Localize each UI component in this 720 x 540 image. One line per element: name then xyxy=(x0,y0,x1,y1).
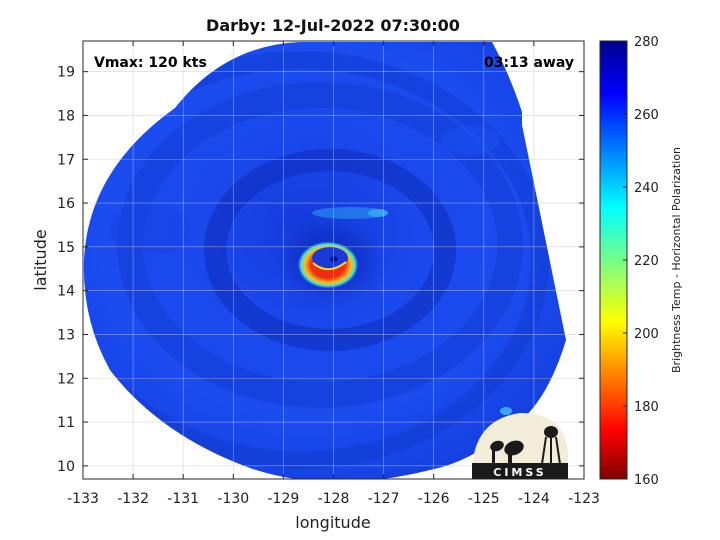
x-tick-label: -131 xyxy=(167,491,199,507)
x-tick-label: -128 xyxy=(318,491,350,507)
x-tick-label: -127 xyxy=(368,491,400,507)
y-axis-label: latitude xyxy=(31,229,50,290)
y-tick-label: 11 xyxy=(57,415,75,431)
colorbar-tick-label: 240 xyxy=(634,181,659,196)
y-tick-label: 15 xyxy=(57,240,75,256)
x-tick-label: -125 xyxy=(468,491,500,507)
satellite-dish-icon xyxy=(504,440,524,456)
x-tick-label: -123 xyxy=(568,491,600,507)
y-tick-label: 12 xyxy=(57,371,75,387)
x-tick-label: -130 xyxy=(217,491,249,507)
x-tick-label: -132 xyxy=(117,491,149,507)
y-tick-label: 10 xyxy=(57,459,75,475)
x-axis-label: longitude xyxy=(295,513,370,532)
colorbar-tick-label: 160 xyxy=(634,473,659,488)
colorbar-tick-label: 180 xyxy=(634,400,659,415)
y-axis: 10 11 12 13 14 15 16 17 18 19 xyxy=(57,65,584,475)
y-tick-label: 17 xyxy=(57,152,75,168)
colorbar: 160 180 200 220 240 260 280 Brightness Temp - … xyxy=(599,35,683,488)
grid-lines xyxy=(82,41,585,479)
x-tick-label: -133 xyxy=(67,491,99,507)
x-tick-label: -129 xyxy=(268,491,300,507)
vmax-annotation: Vmax: 120 kts xyxy=(94,55,207,71)
colorbar-tick-label: 220 xyxy=(634,254,659,269)
chart-title: Darby: 12-Jul-2022 07:30:00 xyxy=(206,16,460,35)
x-tick-label: -124 xyxy=(518,491,550,507)
cimss-logo: CIMSS xyxy=(471,413,568,479)
colorbar-tick-label: 200 xyxy=(634,327,659,342)
y-tick-label: 14 xyxy=(57,284,75,300)
colorbar-tick-label: 260 xyxy=(634,108,659,123)
colorbar-label: Brightness Temp - Horizontal Polarizatio… xyxy=(670,147,683,373)
x-tick-label: -126 xyxy=(418,491,450,507)
y-tick-label: 19 xyxy=(57,65,75,81)
eyewall xyxy=(297,241,359,289)
colorbar-tick-label: 280 xyxy=(634,35,659,50)
y-tick-label: 16 xyxy=(57,196,75,212)
water-tower-icon xyxy=(544,426,558,438)
cimss-logo-text: CIMSS xyxy=(493,466,546,479)
x-axis: -133 -132 -131 -130 -129 -128 -127 -126 -125 -124… xyxy=(67,41,600,507)
y-tick-label: 13 xyxy=(57,327,75,343)
y-tick-label: 18 xyxy=(57,108,75,124)
time-away-annotation: 03:13 away xyxy=(484,55,574,71)
